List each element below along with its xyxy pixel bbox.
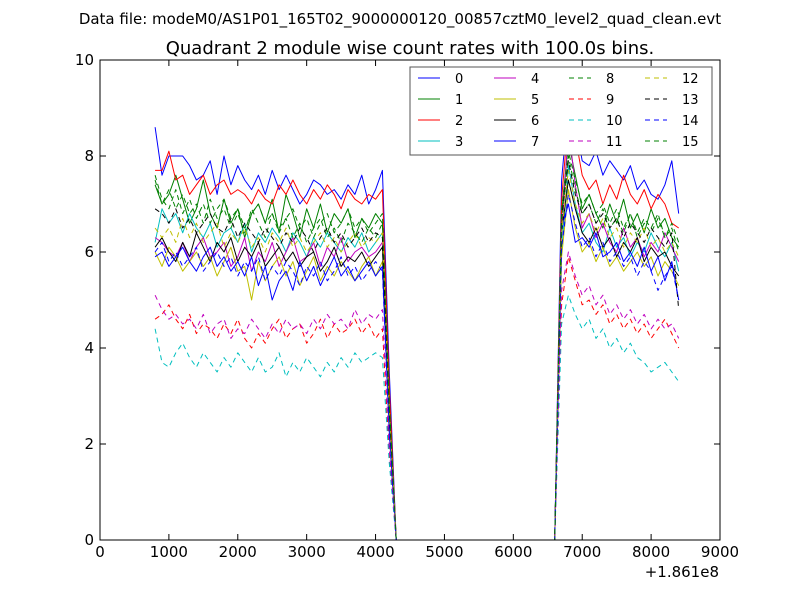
y-tick-label: 4 bbox=[84, 339, 94, 357]
legend-label-10: 10 bbox=[606, 114, 623, 129]
x-tick-label: 2000 bbox=[219, 543, 257, 561]
legend-label-8: 8 bbox=[606, 72, 614, 87]
x-tick-label: 6000 bbox=[494, 543, 532, 561]
series-line-14 bbox=[154, 193, 680, 541]
series-line-8 bbox=[154, 155, 680, 541]
legend-label-12: 12 bbox=[682, 72, 699, 87]
series-line-9 bbox=[154, 256, 680, 541]
legend-label-14: 14 bbox=[682, 114, 699, 129]
legend-label-1: 1 bbox=[455, 93, 463, 108]
x-tick-label: 5000 bbox=[425, 543, 463, 561]
legend-label-3: 3 bbox=[455, 135, 463, 150]
x-tick-label: 8000 bbox=[632, 543, 670, 561]
legend-label-15: 15 bbox=[682, 135, 699, 150]
series-line-4 bbox=[154, 126, 680, 541]
y-tick-label: 2 bbox=[84, 435, 94, 453]
x-tick-label: 7000 bbox=[563, 543, 601, 561]
series-line-2 bbox=[155, 117, 679, 541]
series-line-15 bbox=[154, 150, 680, 541]
series-layer bbox=[154, 102, 680, 541]
legend-label-0: 0 bbox=[455, 72, 463, 87]
series-line-7 bbox=[154, 203, 680, 541]
legend-label-13: 13 bbox=[682, 93, 699, 108]
x-tick-label: 0 bbox=[95, 543, 105, 561]
x-tick-label: 4000 bbox=[356, 543, 394, 561]
x-tick-label: 9000 bbox=[701, 543, 739, 561]
legend-box bbox=[409, 66, 713, 156]
y-tick-label: 0 bbox=[84, 531, 94, 549]
chart-title: Quadrant 2 module wise count rates with … bbox=[166, 38, 655, 59]
legend-label-4: 4 bbox=[531, 72, 539, 87]
series-line-11 bbox=[154, 251, 680, 541]
plot-frame bbox=[99, 59, 721, 541]
legend-label-6: 6 bbox=[531, 114, 539, 129]
legend-label-11: 11 bbox=[606, 135, 623, 150]
x-axis: 0 1000 2000 3000 4000 5000 6000 7000 8000 9000 bbox=[95, 60, 739, 561]
legend-label-2: 2 bbox=[455, 114, 463, 129]
x-tick-label: 3000 bbox=[288, 543, 326, 561]
data-file-label: Data file: modeM0/AS1P01_165T02_90000001… bbox=[79, 10, 721, 29]
y-tick-label: 10 bbox=[75, 51, 94, 69]
y-tick-label: 8 bbox=[84, 147, 94, 165]
x-tick-label: 1000 bbox=[150, 543, 188, 561]
y-tick-label: 6 bbox=[84, 243, 94, 261]
x-offset-label: +1.861e8 bbox=[645, 563, 719, 581]
series-line-13 bbox=[154, 160, 680, 541]
series-line-0 bbox=[154, 102, 680, 541]
legend-label-9: 9 bbox=[606, 93, 614, 108]
legend-label-7: 7 bbox=[531, 135, 539, 150]
legend-label-5: 5 bbox=[531, 93, 539, 108]
